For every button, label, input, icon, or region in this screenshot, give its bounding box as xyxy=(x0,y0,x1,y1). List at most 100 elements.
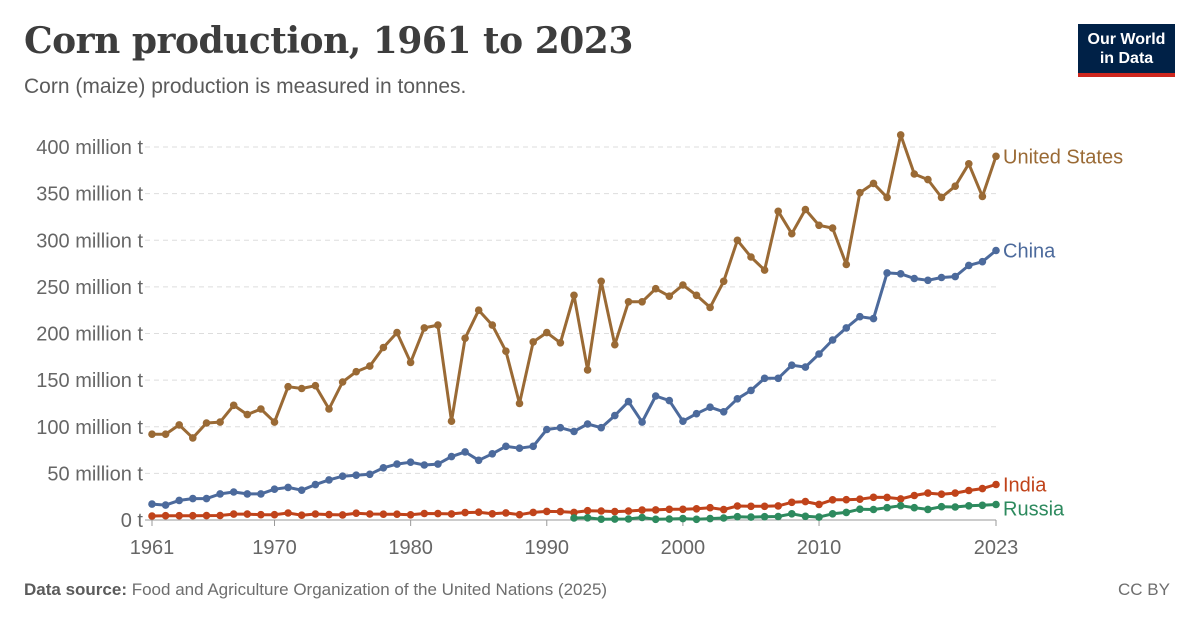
data-point-china[interactable] xyxy=(760,374,769,383)
data-point-china[interactable] xyxy=(679,417,687,426)
data-point-india[interactable] xyxy=(461,508,469,517)
data-point-india[interactable] xyxy=(393,510,401,518)
data-point-united-states[interactable] xyxy=(229,401,238,410)
data-point-united-states[interactable] xyxy=(842,260,851,269)
data-point-china[interactable] xyxy=(434,460,442,468)
data-point-india[interactable] xyxy=(352,509,361,517)
data-point-united-states[interactable] xyxy=(583,366,592,374)
data-point-india[interactable] xyxy=(216,511,224,520)
data-point-russia[interactable] xyxy=(733,512,742,521)
data-point-united-states[interactable] xyxy=(869,179,878,188)
data-point-india[interactable] xyxy=(406,511,415,519)
data-point-china[interactable] xyxy=(747,386,755,395)
data-point-india[interactable] xyxy=(733,502,742,510)
data-point-united-states[interactable] xyxy=(175,421,183,429)
data-point-india[interactable] xyxy=(869,493,878,502)
data-point-russia[interactable] xyxy=(570,514,578,522)
data-point-china[interactable] xyxy=(651,392,660,400)
data-point-russia[interactable] xyxy=(651,515,660,524)
data-point-united-states[interactable] xyxy=(420,324,429,332)
data-point-china[interactable] xyxy=(243,490,252,498)
data-point-united-states[interactable] xyxy=(733,236,742,245)
data-point-india[interactable] xyxy=(189,511,197,520)
data-point-russia[interactable] xyxy=(815,513,823,521)
data-point-united-states[interactable] xyxy=(774,207,782,216)
data-point-russia[interactable] xyxy=(611,515,619,523)
data-point-united-states[interactable] xyxy=(202,419,211,427)
data-point-china[interactable] xyxy=(379,464,388,472)
data-point-united-states[interactable] xyxy=(556,339,565,347)
data-point-india[interactable] xyxy=(624,507,633,515)
data-point-china[interactable] xyxy=(828,336,837,344)
data-point-united-states[interactable] xyxy=(284,382,292,391)
data-point-china[interactable] xyxy=(393,460,401,468)
data-point-russia[interactable] xyxy=(896,501,905,510)
data-point-china[interactable] xyxy=(597,423,605,432)
data-point-india[interactable] xyxy=(842,495,851,504)
data-point-russia[interactable] xyxy=(719,514,728,522)
data-point-china[interactable] xyxy=(257,490,265,498)
data-point-india[interactable] xyxy=(379,510,388,518)
data-point-china[interactable] xyxy=(366,470,374,479)
data-point-china[interactable] xyxy=(284,483,292,492)
data-point-india[interactable] xyxy=(801,497,810,506)
data-point-china[interactable] xyxy=(896,270,905,278)
data-point-united-states[interactable] xyxy=(965,160,973,168)
data-point-russia[interactable] xyxy=(828,510,837,518)
data-point-china[interactable] xyxy=(719,408,728,416)
data-point-india[interactable] xyxy=(270,510,279,519)
data-point-united-states[interactable] xyxy=(161,430,170,439)
data-point-russia[interactable] xyxy=(679,514,687,523)
data-point-china[interactable] xyxy=(161,501,170,509)
data-point-united-states[interactable] xyxy=(896,131,905,139)
data-point-china[interactable] xyxy=(338,472,347,481)
data-point-united-states[interactable] xyxy=(665,292,674,301)
data-point-united-states[interactable] xyxy=(447,417,456,426)
data-point-india[interactable] xyxy=(325,510,333,519)
data-point-china[interactable] xyxy=(706,403,714,412)
data-point-united-states[interactable] xyxy=(924,175,932,184)
data-point-russia[interactable] xyxy=(801,512,810,521)
data-point-united-states[interactable] xyxy=(270,418,279,426)
data-point-united-states[interactable] xyxy=(515,399,524,408)
data-point-india[interactable] xyxy=(910,491,919,500)
data-point-india[interactable] xyxy=(297,511,306,519)
data-point-india[interactable] xyxy=(978,484,987,493)
data-point-india[interactable] xyxy=(366,510,374,518)
series-label-china[interactable]: China xyxy=(1003,241,1056,263)
data-point-india[interactable] xyxy=(611,507,619,516)
data-point-india[interactable] xyxy=(856,495,864,504)
data-point-united-states[interactable] xyxy=(651,284,660,293)
data-point-united-states[interactable] xyxy=(243,410,252,419)
data-point-india[interactable] xyxy=(556,507,565,516)
data-point-united-states[interactable] xyxy=(529,338,537,346)
data-point-india[interactable] xyxy=(338,511,347,519)
data-point-india[interactable] xyxy=(883,493,891,502)
data-point-united-states[interactable] xyxy=(216,418,224,426)
data-point-china[interactable] xyxy=(665,396,674,405)
data-point-russia[interactable] xyxy=(706,514,714,523)
data-point-india[interactable] xyxy=(992,480,1000,489)
data-point-russia[interactable] xyxy=(937,502,946,511)
data-point-china[interactable] xyxy=(420,461,429,469)
data-point-india[interactable] xyxy=(434,509,442,518)
data-point-china[interactable] xyxy=(325,476,333,484)
data-point-russia[interactable] xyxy=(774,512,782,521)
data-point-india[interactable] xyxy=(148,512,156,520)
data-point-united-states[interactable] xyxy=(815,221,823,230)
data-point-united-states[interactable] xyxy=(747,253,755,261)
data-point-united-states[interactable] xyxy=(828,224,837,232)
data-point-india[interactable] xyxy=(951,489,959,497)
data-point-russia[interactable] xyxy=(624,515,633,523)
data-point-united-states[interactable] xyxy=(461,334,469,343)
data-point-united-states[interactable] xyxy=(393,328,401,337)
data-point-india[interactable] xyxy=(257,510,265,519)
data-point-china[interactable] xyxy=(951,272,959,281)
data-point-united-states[interactable] xyxy=(692,291,701,300)
data-point-united-states[interactable] xyxy=(311,381,320,390)
data-point-russia[interactable] xyxy=(583,514,592,522)
data-point-china[interactable] xyxy=(611,411,619,420)
data-point-russia[interactable] xyxy=(788,510,796,518)
data-point-russia[interactable] xyxy=(842,508,851,517)
data-point-china[interactable] xyxy=(692,409,701,418)
